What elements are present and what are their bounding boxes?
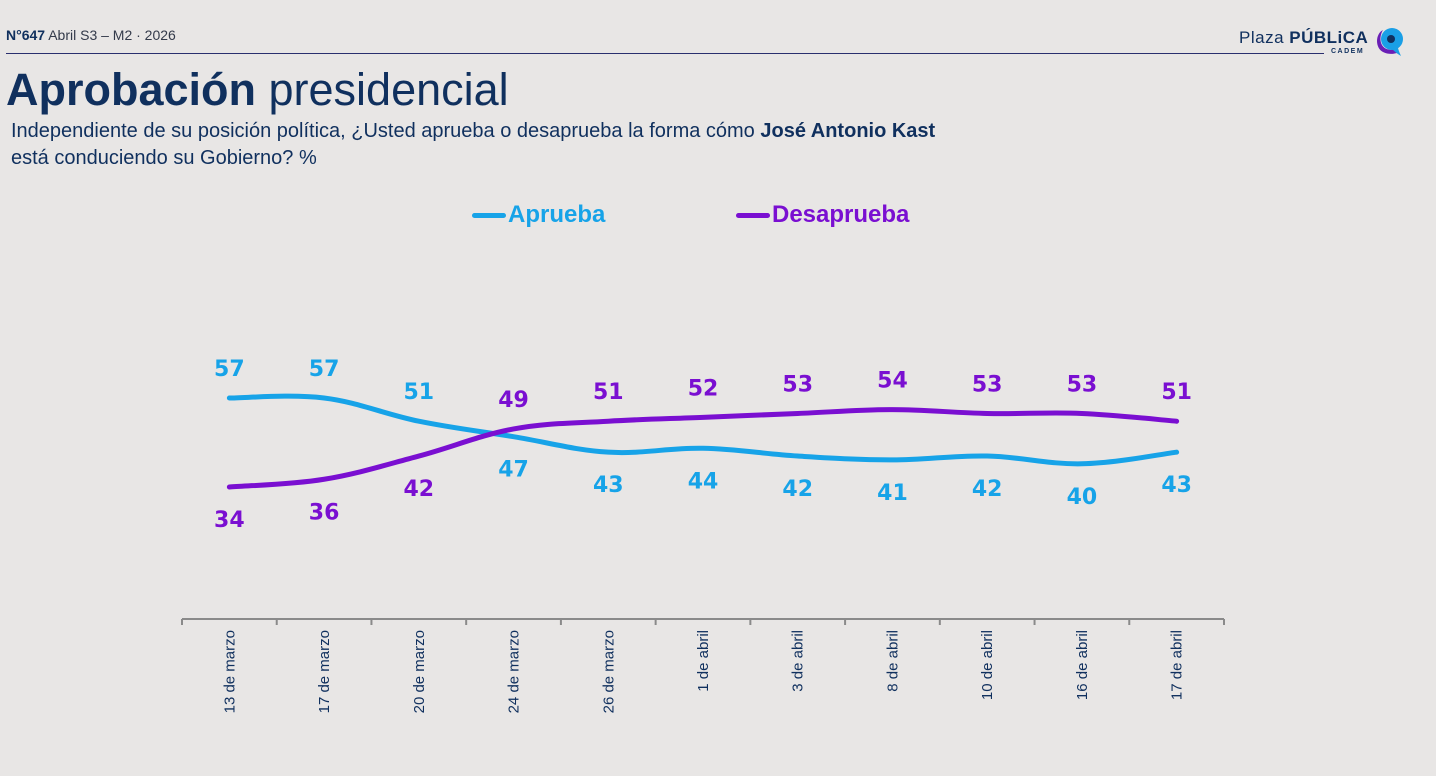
x-tick-label: 20 de marzo (411, 630, 428, 713)
issue-info: N°647 Abril S3 – M2 · 2026 (6, 27, 176, 43)
legend-item-aprueba: Aprueba (472, 201, 605, 229)
data-label-aprueba: 51 (404, 380, 435, 405)
x-tick-label: 24 de marzo (506, 630, 523, 713)
legend-item-desaprueba: Desaprueba (736, 201, 909, 229)
data-label-desaprueba: 54 (877, 369, 908, 394)
header-divider (6, 53, 1324, 54)
data-label-desaprueba: 53 (782, 372, 813, 397)
x-tick-label: 26 de marzo (600, 630, 617, 713)
speech-bubble-icon (1377, 28, 1403, 56)
x-tick-label: 17 de marzo (316, 630, 333, 713)
logo-subtext: CADEM (1331, 48, 1365, 55)
x-tick-label: 13 de marzo (221, 630, 238, 713)
legend-swatch-aprueba (472, 212, 506, 218)
data-label-desaprueba: 36 (309, 500, 340, 525)
x-tick-label: 1 de abril (695, 630, 712, 692)
legend-label-desaprueba: Desaprueba (772, 201, 910, 228)
data-labels: 57 57 51 47 43 44 42 41 42 40 43 34 36 42 49 51 52 53 54 53… (214, 357, 1192, 533)
issue-number: N°647 (6, 27, 46, 43)
x-tick-label: 10 de abril (979, 630, 996, 700)
x-tick-label: 3 de abril (790, 630, 807, 692)
data-label-aprueba: 42 (972, 477, 1003, 502)
x-tick-label: 17 de abril (1169, 630, 1186, 700)
data-label-aprueba: 43 (1161, 473, 1192, 498)
data-label-desaprueba: 53 (1067, 372, 1098, 397)
series-lines (226, 393, 1180, 490)
page-title: Aprobación presidencial (6, 64, 509, 115)
data-label-aprueba: 41 (877, 481, 908, 506)
x-tick-label: 8 de abril (884, 630, 901, 692)
data-label-desaprueba: 51 (1161, 380, 1192, 405)
data-label-desaprueba: 42 (404, 477, 435, 502)
data-label-desaprueba: 34 (214, 508, 245, 533)
x-tick-label: 16 de abril (1074, 630, 1091, 700)
data-label-aprueba: 57 (309, 357, 340, 382)
data-label-desaprueba: 52 (688, 376, 719, 401)
data-label-aprueba: 43 (593, 473, 624, 498)
data-label-aprueba: 47 (498, 458, 529, 483)
legend-swatch-desaprueba (736, 212, 770, 218)
series-line-desaprueba (226, 407, 1180, 490)
data-label-desaprueba: 53 (972, 372, 1003, 397)
question-text: Independiente de su posición política, ¿… (11, 120, 936, 169)
plaza-publica-logo: Plaza PÚBLiCA CADEM (1239, 28, 1403, 56)
data-label-aprueba: 44 (688, 469, 719, 494)
x-tick-labels: 13 de marzo 17 de marzo 20 de marzo 24 de m… (221, 630, 1185, 713)
data-label-aprueba: 57 (214, 357, 245, 382)
data-label-aprueba: 40 (1067, 485, 1098, 510)
data-label-aprueba: 42 (782, 477, 813, 502)
data-label-desaprueba: 49 (498, 388, 529, 413)
data-label-desaprueba: 51 (593, 380, 624, 405)
legend-label-aprueba: Aprueba (508, 201, 606, 228)
issue-detail: Abril S3 – M2 · 2026 (48, 27, 176, 43)
series-line-aprueba (226, 393, 1180, 467)
logo-text: Plaza PÚBLiCA (1239, 28, 1369, 47)
x-axis (181, 618, 1225, 625)
